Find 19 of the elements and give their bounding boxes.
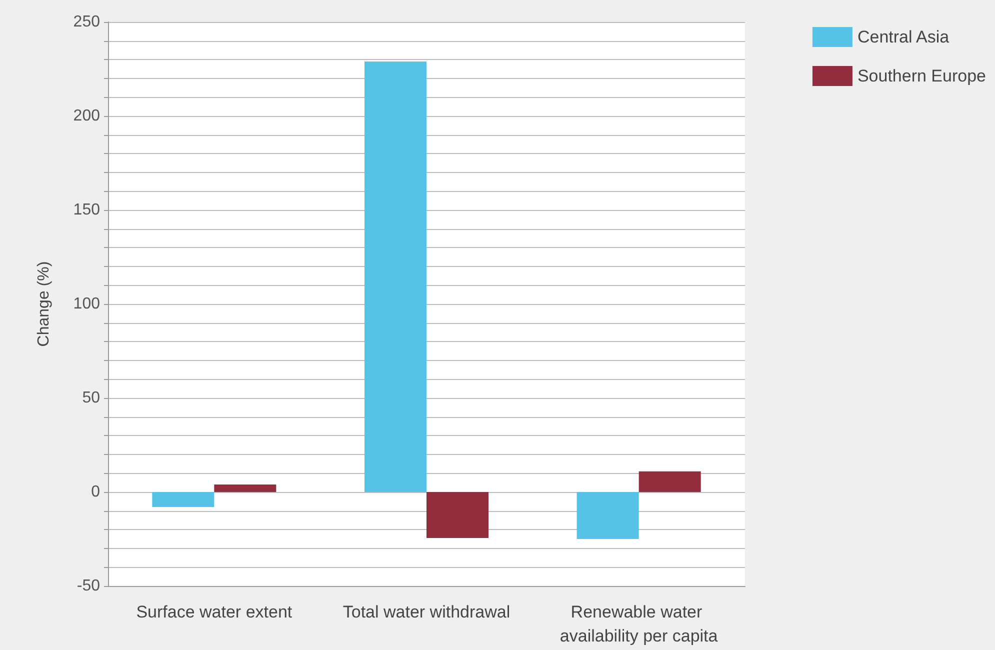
legend-label: Central Asia — [857, 28, 950, 46]
legend-label: Southern Europe — [857, 66, 986, 86]
bar — [214, 484, 276, 492]
bar — [426, 492, 488, 538]
y-tick-label: 200 — [73, 108, 100, 124]
y-axis-title: Change (%) — [36, 261, 52, 347]
x-tick-label: Renewable water availability per capita — [560, 602, 718, 646]
bar — [576, 492, 639, 539]
bar — [364, 61, 426, 492]
bar — [152, 492, 214, 508]
x-tick-label: Surface water extent — [136, 602, 292, 622]
y-tick-label: 150 — [73, 202, 100, 218]
bar — [638, 471, 701, 492]
x-tick-label: Total water withdrawal — [342, 602, 510, 622]
y-tick-label: 250 — [73, 14, 100, 30]
y-tick-label: 0 — [91, 484, 100, 500]
y-tick-label: 100 — [73, 296, 100, 312]
y-tick-label: -50 — [76, 578, 100, 594]
y-tick-label: 50 — [82, 390, 100, 406]
